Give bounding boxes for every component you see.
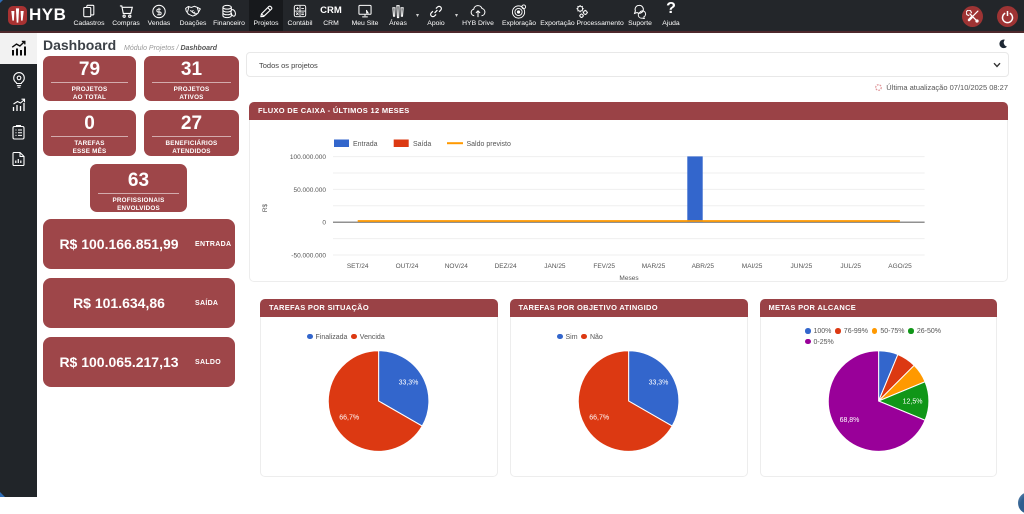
svg-text:OUT/24: OUT/24 [396, 263, 419, 270]
svg-text:-50.000.000: -50.000.000 [291, 252, 326, 259]
svg-text:DEZ/24: DEZ/24 [495, 263, 517, 270]
svg-text:Saldo previsto: Saldo previsto [467, 141, 511, 148]
svg-text:FEV/25: FEV/25 [593, 263, 615, 270]
svg-text:SET/24: SET/24 [347, 263, 369, 270]
svg-text:12,5%: 12,5% [903, 399, 923, 406]
svg-text:JAN/25: JAN/25 [544, 263, 566, 270]
svg-text:JUN/25: JUN/25 [791, 263, 813, 270]
svg-text:68,8%: 68,8% [840, 417, 860, 424]
svg-text:100.000.000: 100.000.000 [290, 154, 327, 161]
svg-text:Saída: Saída [413, 141, 431, 148]
svg-text:66,7%: 66,7% [339, 415, 359, 422]
svg-text:0: 0 [322, 220, 326, 227]
svg-text:Entrada: Entrada [353, 141, 378, 148]
svg-text:50.000.000: 50.000.000 [293, 187, 326, 194]
svg-text:MAI/25: MAI/25 [742, 263, 763, 270]
svg-text:JUL/25: JUL/25 [840, 263, 861, 270]
svg-text:R$: R$ [262, 203, 269, 212]
svg-text:33,3%: 33,3% [649, 380, 669, 387]
svg-text:NOV/24: NOV/24 [445, 263, 469, 270]
svg-text:33,3%: 33,3% [399, 380, 419, 387]
svg-text:ABR/25: ABR/25 [692, 263, 715, 270]
svg-text:MAR/25: MAR/25 [642, 263, 666, 270]
svg-text:AGO/25: AGO/25 [888, 263, 912, 270]
svg-text:Meses: Meses [619, 275, 639, 281]
svg-text:66,7%: 66,7% [589, 415, 609, 422]
